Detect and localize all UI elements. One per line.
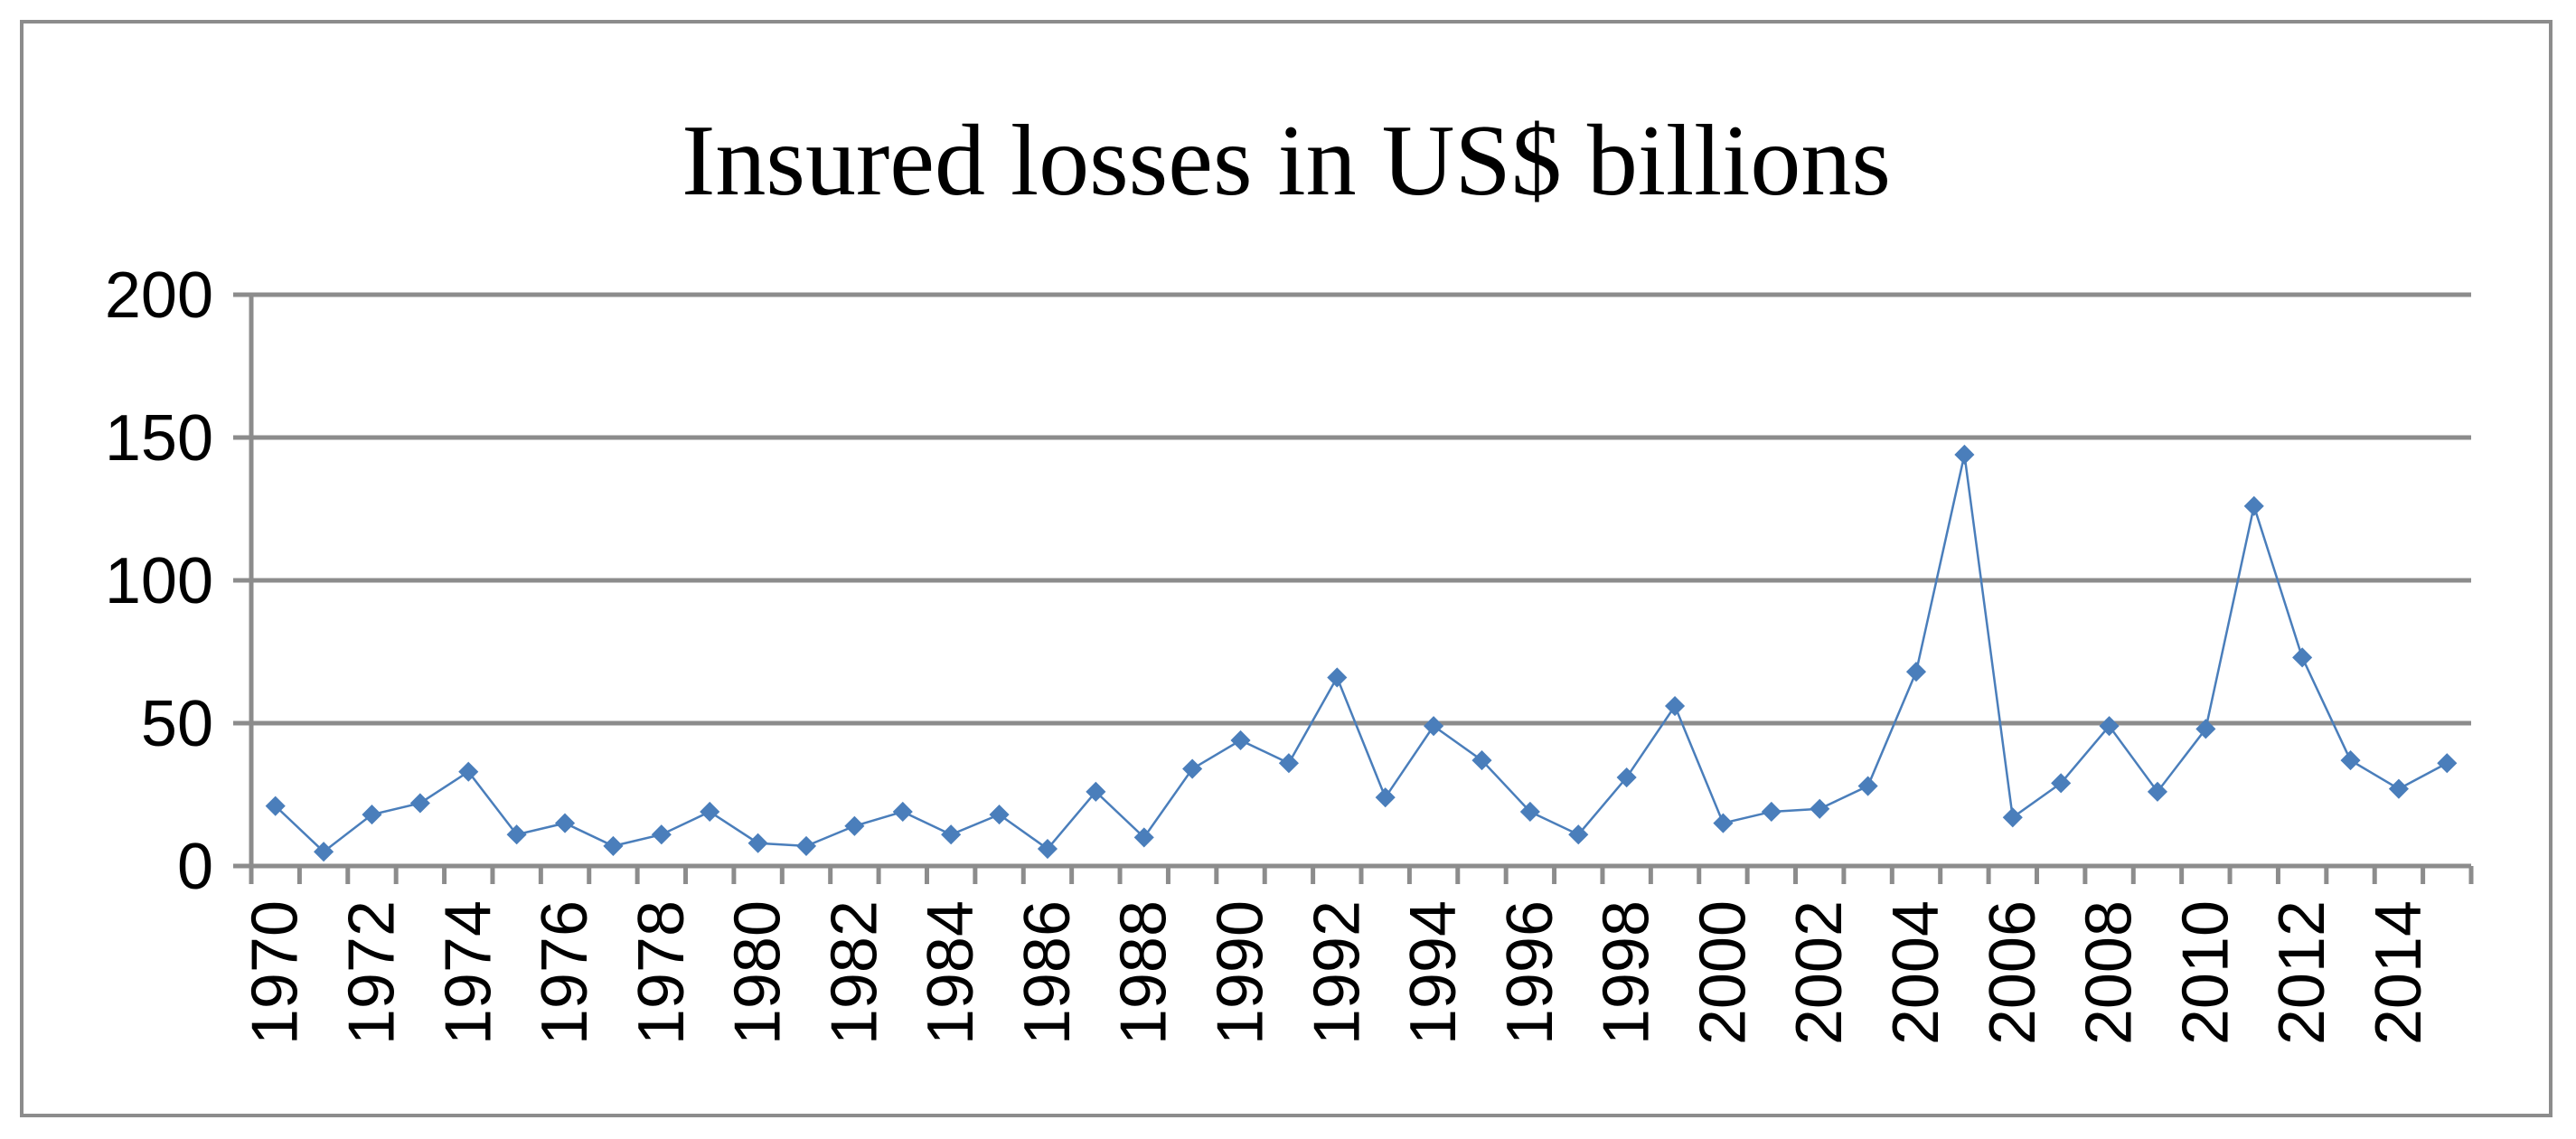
data-point-1992 (1327, 667, 1348, 688)
x-tick-label-1984: 1984 (915, 900, 987, 1045)
data-point-1998 (1616, 767, 1637, 788)
data-point-2005 (1954, 444, 1975, 466)
x-tick-label-2014: 2014 (2363, 900, 2435, 1045)
data-point-2012 (2292, 647, 2313, 668)
data-point-1977 (603, 835, 624, 856)
data-point-1970 (265, 795, 286, 816)
data-point-1997 (1568, 824, 1589, 845)
data-point-2006 (2002, 807, 2023, 828)
data-point-2014 (2388, 778, 2409, 799)
x-tick-label-2000: 2000 (1687, 900, 1759, 1045)
data-point-2003 (1857, 776, 1878, 796)
data-point-2010 (2195, 719, 2216, 739)
chart-frame: Insured losses in US$ billions 0 50 100 150… (20, 20, 2552, 1117)
data-point-1991 (1278, 753, 1299, 774)
data-point-1989 (1182, 758, 1203, 779)
x-tick-label-1996: 1996 (1494, 900, 1566, 1045)
data-point-2002 (1810, 798, 1830, 819)
data-point-1988 (1133, 827, 1154, 848)
data-point-2007 (2051, 773, 2072, 794)
data-point-1995 (1471, 750, 1492, 771)
x-tick-label-1994: 1994 (1397, 900, 1470, 1045)
data-point-1987 (1086, 781, 1106, 802)
data-point-1982 (844, 815, 865, 836)
chart-title: Insured losses in US$ billions (682, 105, 1891, 217)
x-tick-label-1998: 1998 (1591, 900, 1663, 1045)
data-point-2001 (1761, 801, 1782, 823)
x-tick-label-2006: 2006 (1977, 900, 2049, 1045)
data-point-1994 (1424, 716, 1444, 737)
y-tick-label-200: 200 (105, 259, 213, 332)
data-point-1974 (458, 761, 479, 782)
x-tick-label-2012: 2012 (2266, 900, 2338, 1045)
x-tick-label-1988: 1988 (1108, 900, 1180, 1045)
x-tick-label-1980: 1980 (722, 900, 794, 1045)
data-point-1976 (554, 813, 576, 833)
data-point-1978 (651, 824, 672, 845)
x-tick-label-2002: 2002 (1783, 900, 1856, 1045)
x-tick-label-2008: 2008 (2073, 900, 2146, 1045)
data-point-1985 (989, 805, 1010, 825)
x-tick-label-1990: 1990 (1205, 900, 1277, 1045)
x-tick-label-1970: 1970 (240, 900, 312, 1045)
x-tick-label-1978: 1978 (625, 900, 698, 1045)
data-point-2009 (2147, 781, 2168, 802)
data-point-1983 (892, 801, 913, 823)
data-point-1981 (795, 835, 817, 856)
data-point-1971 (314, 842, 334, 862)
data-point-1999 (1664, 695, 1686, 717)
data-point-1993 (1375, 787, 1396, 808)
x-tick-label-1974: 1974 (432, 900, 504, 1045)
x-tick-label-1972: 1972 (335, 900, 408, 1045)
data-point-2013 (2340, 750, 2361, 771)
data-point-1973 (409, 793, 430, 814)
data-point-2000 (1713, 813, 1734, 833)
x-tick-label-1986: 1986 (1011, 900, 1084, 1045)
data-point-2004 (1905, 662, 1927, 682)
data-point-2011 (2243, 495, 2264, 516)
data-point-1979 (700, 801, 720, 823)
x-tick-label-1976: 1976 (529, 900, 601, 1045)
x-tick-label-1992: 1992 (1301, 900, 1373, 1045)
data-point-1980 (747, 833, 768, 853)
x-tick-label-2010: 2010 (2169, 900, 2242, 1045)
x-tick-label-2004: 2004 (1880, 900, 1952, 1045)
data-point-1990 (1230, 730, 1251, 751)
series-line-0 (274, 454, 2448, 853)
data-point-1972 (362, 805, 382, 825)
y-tick-label-150: 150 (105, 402, 213, 475)
data-point-1996 (1519, 801, 1540, 823)
y-tick-label-0: 0 (177, 831, 213, 903)
data-point-1986 (1037, 838, 1058, 860)
data-point-2008 (2099, 716, 2120, 737)
x-tick-label-1982: 1982 (818, 900, 890, 1045)
data-point-1984 (941, 824, 962, 845)
plot-area: 0 50 100 150 200 1970 1972 1974 1976 1978 1980 1982… (105, 259, 2474, 1045)
data-point-1975 (506, 824, 527, 845)
y-tick-label-50: 50 (141, 688, 213, 760)
data-point-2015 (2437, 753, 2458, 774)
y-tick-label-100: 100 (105, 545, 213, 617)
